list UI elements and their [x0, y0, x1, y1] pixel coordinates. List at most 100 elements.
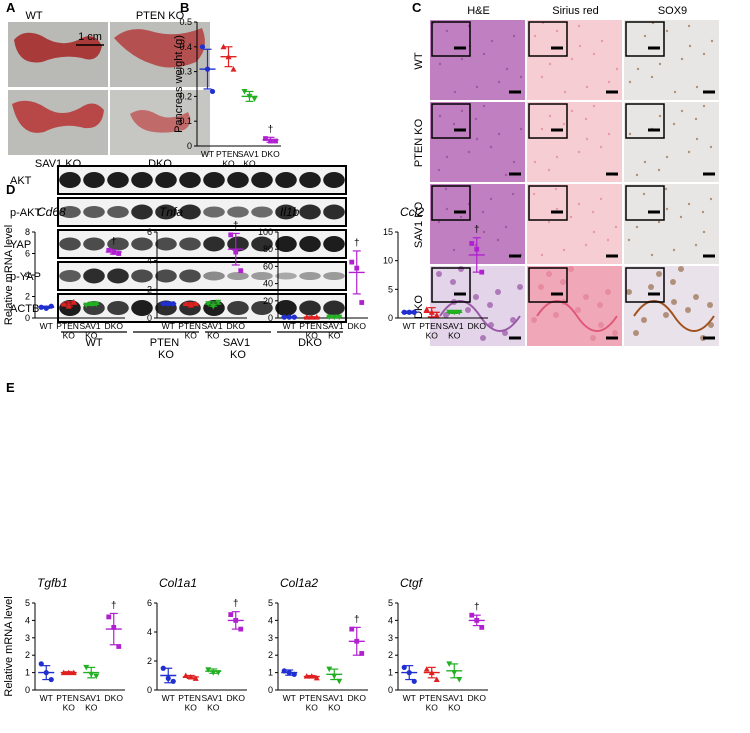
- texture: [536, 300, 618, 332]
- data-point: [336, 678, 343, 685]
- inset: [625, 103, 665, 139]
- y-tick-label: 40: [263, 279, 273, 289]
- texture: [680, 57, 684, 61]
- y-axis-label: Relative mRNA level: [3, 225, 15, 325]
- texture: [600, 39, 604, 43]
- texture: [568, 266, 574, 272]
- panel-label: E: [6, 380, 15, 395]
- band: [131, 300, 153, 316]
- chart-title: Cd68: [37, 205, 66, 219]
- band: [251, 172, 273, 188]
- texture: [489, 197, 493, 201]
- micrograph: [527, 102, 622, 182]
- texture: [547, 168, 551, 172]
- band: [83, 206, 105, 218]
- data-point: [433, 676, 440, 683]
- texture: [599, 197, 603, 201]
- data-point: [446, 309, 453, 316]
- data-point: [281, 314, 287, 320]
- data-point: [349, 626, 355, 632]
- data-point: [233, 618, 239, 623]
- x-tick-label: PTEN KO: [178, 693, 203, 712]
- band: [299, 300, 321, 316]
- significance-mark: †: [354, 238, 360, 249]
- texture: [438, 62, 442, 66]
- y-tick-label: 4: [25, 615, 30, 625]
- data-point: [93, 301, 100, 308]
- inset: [431, 21, 471, 57]
- texture: [665, 29, 669, 33]
- x-tick-label: PTEN KO: [56, 321, 81, 340]
- y-tick-label: 6: [147, 598, 152, 608]
- data-point: [70, 298, 77, 305]
- data-point: [291, 314, 297, 320]
- data-point: [241, 88, 248, 95]
- y-tick-label: 3: [25, 633, 30, 643]
- row-label: WT: [413, 52, 425, 69]
- data-point: [160, 301, 166, 307]
- data-point: [205, 301, 212, 307]
- y-tick-label: 0: [147, 685, 152, 695]
- texture: [512, 34, 516, 38]
- y-tick-label: 0: [147, 313, 152, 323]
- texture: [694, 243, 698, 247]
- tissue: [114, 28, 205, 68]
- data-point: [111, 624, 117, 630]
- x-tick-label: WT: [40, 693, 53, 703]
- y-tick-label: 3: [388, 633, 393, 643]
- row-label: DKO: [413, 295, 425, 319]
- data-point: [291, 671, 297, 677]
- texture: [577, 150, 581, 154]
- band: [179, 237, 201, 251]
- y-tick-label: 4: [147, 256, 152, 266]
- band: [179, 269, 201, 283]
- data-point: [43, 305, 49, 311]
- significance-mark: †: [111, 600, 117, 611]
- texture: [510, 317, 516, 323]
- data-point: [228, 612, 234, 617]
- y-tick-label: 2: [25, 292, 30, 302]
- band: [227, 301, 249, 315]
- y-tick-label: 0: [268, 313, 273, 323]
- band: [83, 268, 105, 284]
- texture: [554, 187, 558, 191]
- x-tick-label: PTEN KO: [216, 149, 241, 168]
- band: [323, 300, 345, 316]
- texture: [570, 57, 574, 61]
- data-point: [428, 309, 435, 315]
- texture: [504, 225, 508, 229]
- texture: [641, 317, 647, 323]
- texture: [473, 294, 479, 300]
- x-tick-label: PTEN KO: [299, 693, 324, 712]
- x-tick-label: PTEN KO: [56, 693, 81, 712]
- blot-strip: [57, 229, 347, 259]
- data-point: [210, 670, 217, 676]
- texture: [562, 248, 566, 252]
- y-tick-label: 4: [268, 615, 273, 625]
- data-point: [83, 302, 90, 309]
- texture: [687, 24, 691, 28]
- y-tick-label: 2: [25, 650, 30, 660]
- data-point: [225, 53, 232, 60]
- data-point: [286, 670, 292, 676]
- y-tick-label: 0.2: [179, 91, 192, 101]
- texture: [687, 150, 691, 154]
- texture: [450, 279, 456, 285]
- band: [299, 172, 321, 188]
- band: [227, 236, 249, 252]
- texture: [511, 192, 515, 196]
- texture: [592, 230, 596, 234]
- inset: [431, 103, 471, 139]
- texture: [597, 302, 603, 308]
- data-point: [411, 678, 417, 684]
- data-point: [182, 672, 189, 678]
- texture: [590, 335, 596, 341]
- band: [131, 172, 153, 188]
- texture: [438, 114, 442, 118]
- y-tick-label: 6: [25, 249, 30, 259]
- y-tick-label: 0: [388, 685, 393, 695]
- data-point: [83, 664, 90, 671]
- y-tick-label: 4: [25, 270, 30, 280]
- band: [59, 270, 81, 282]
- texture: [585, 137, 589, 141]
